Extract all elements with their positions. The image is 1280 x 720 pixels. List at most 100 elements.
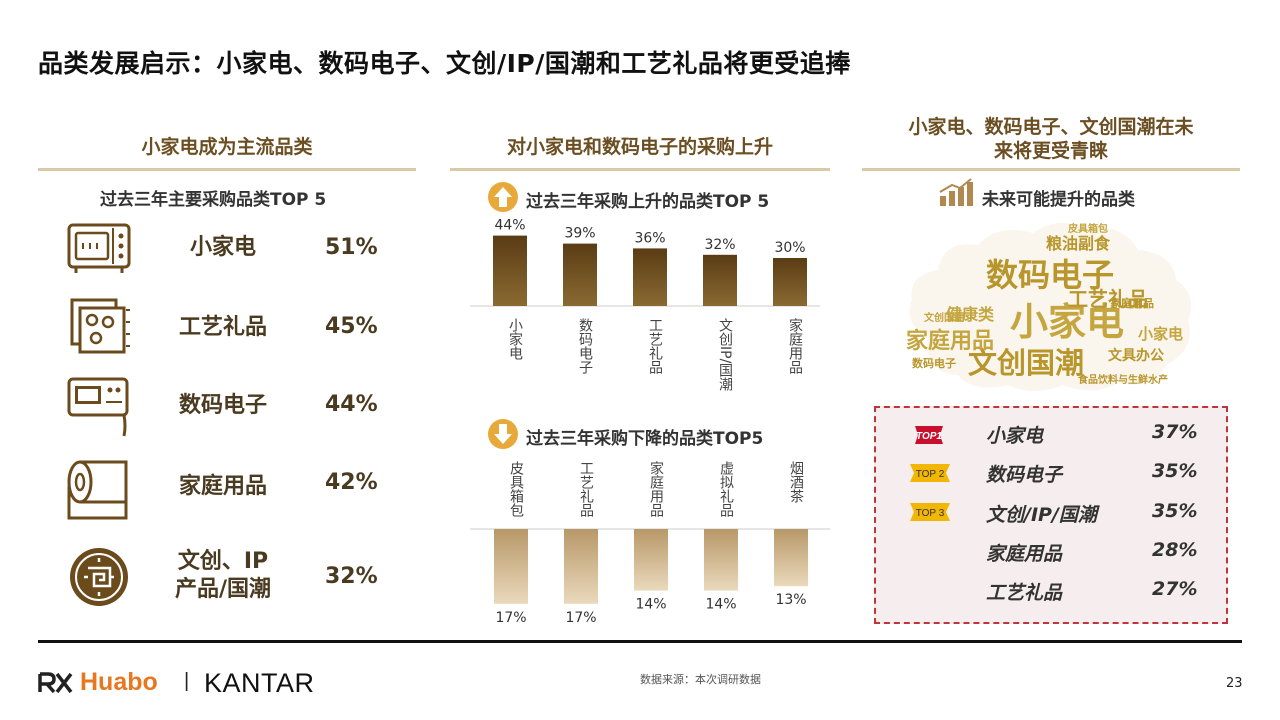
page-title: 品类发展启示：小家电、数码电子、文创/IP/国潮和工艺礼品将更受追捧 — [38, 49, 851, 78]
down-bar-value-label: 14% — [705, 597, 736, 613]
right-heading-line2: 来将更受青睐 — [993, 140, 1108, 162]
category-name: 数码电子 — [178, 393, 267, 418]
right-heading: 小家电、数码电子、文创国潮在未 来将更受青睐 — [862, 115, 1240, 163]
top3-badge-text: TOP 3 — [916, 508, 945, 519]
cloud-word: 文创国潮 — [968, 346, 1085, 380]
up-category-label: 工艺礼品 — [647, 318, 663, 374]
arrow-up-icon — [488, 182, 518, 212]
cloud-word: 文具办公 — [1108, 348, 1164, 364]
right-subheading: 未来可能提升的品类 — [982, 190, 1135, 210]
up-category-label: 数码电子 — [577, 318, 593, 374]
cloud-word: 数码电子 — [912, 357, 956, 370]
down-category-label: 家庭用品 — [648, 460, 664, 517]
cloud-word: 小家电 — [1138, 325, 1184, 343]
down-category-label: 虚拟礼品 — [718, 461, 734, 517]
left-subheading: 过去三年主要采购品类TOP 5 — [100, 190, 327, 210]
right-divider — [862, 168, 1240, 171]
category-name: 小家电 — [189, 235, 256, 260]
up-category-label: 文创IP/国潮 — [717, 318, 733, 393]
footer-divider — [38, 640, 1242, 643]
right-heading-line1: 小家电、数码电子、文创国潮在未 — [908, 116, 1194, 138]
down-category-label: 烟酒茶 — [788, 461, 804, 503]
down-bar-chart: 17% 皮具箱包 17% 工艺礼品 14% 家庭用品 14% 虚拟礼品 13% 烟酒茶 — [470, 460, 830, 626]
up-bar — [493, 235, 527, 306]
rank-pct: 27% — [1152, 578, 1198, 600]
up-category-label: 家庭用品 — [787, 317, 803, 374]
cloud-shape — [909, 222, 1192, 391]
digital-device-icon — [67, 377, 129, 437]
up-bar-chart: 44% 小家电 39% 数码电子 36% 工艺礼品 32% 文创IP/国潮 30% 家庭用品 — [470, 218, 820, 393]
category-name-line1: 文创、IP — [177, 549, 269, 574]
rank-name: 工艺礼品 — [986, 582, 1063, 604]
up-bar-value-label: 36% — [634, 230, 665, 246]
top1-badge-text: TOP1 — [916, 431, 942, 442]
down-bar — [774, 529, 808, 587]
down-category-label: 皮具箱包 — [508, 461, 524, 517]
paper-roll-icon — [67, 460, 128, 520]
page-number: 23 — [1226, 676, 1243, 691]
rank-name: 家庭用品 — [986, 543, 1063, 565]
rank-name: 小家电 — [986, 425, 1044, 447]
up-bar — [633, 248, 667, 306]
rank-pct: 35% — [1152, 500, 1198, 522]
rank-pct: 35% — [1152, 460, 1198, 482]
category-name: 家庭用品 — [178, 474, 267, 499]
data-source: 数据来源：本次调研数据 — [640, 673, 761, 686]
down-category-label: 工艺礼品 — [578, 461, 594, 517]
rank-name: 数码电子 — [986, 464, 1063, 486]
brand-divider: | — [184, 670, 190, 692]
category-pct: 32% — [325, 564, 378, 589]
middle-heading: 对小家电和数码电子的采购上升 — [506, 136, 773, 158]
cloud-word: 粮油副食 — [1046, 234, 1111, 253]
word-cloud: 数码电子 小家电 文创国潮 家庭用品 工艺礼品 粮油副食 健康类 文具办公 小家… — [898, 215, 1198, 395]
cloud-word: 家庭用品 — [1110, 297, 1154, 310]
cloud-word: 小家电 — [1010, 300, 1125, 344]
cloud-word: 食品饮料与生鲜水产 — [1078, 375, 1168, 386]
middle-divider — [450, 168, 830, 171]
cloud-word: 家庭用品 — [906, 329, 995, 354]
top2-badge-text: TOP 2 — [916, 469, 945, 480]
down-bar-value-label: 17% — [565, 610, 596, 626]
category-pct: 45% — [325, 314, 378, 339]
up-bar — [563, 243, 597, 306]
up-category-label: 小家电 — [507, 318, 523, 360]
up-chart-title: 过去三年采购上升的品类TOP 5 — [526, 192, 770, 212]
down-bar-value-label: 14% — [635, 597, 666, 613]
rx-logo-icon — [38, 672, 73, 694]
growth-chart-icon — [939, 178, 973, 206]
down-bar — [634, 529, 668, 591]
microwave-icon — [67, 223, 131, 273]
up-bar-value-label: 39% — [564, 226, 595, 242]
down-bar — [494, 529, 528, 604]
chinese-pattern-icon — [70, 548, 128, 606]
up-bar — [773, 258, 807, 306]
up-bar-value-label: 32% — [704, 237, 735, 253]
cloud-word: 皮具箱包 — [1068, 224, 1108, 235]
cloud-word: 健康类 — [946, 305, 995, 324]
category-pct: 44% — [325, 392, 378, 417]
rank-name: 文创/IP/国潮 — [986, 504, 1097, 526]
category-name: 工艺礼品 — [178, 315, 267, 340]
left-heading: 小家电成为主流品类 — [141, 136, 313, 158]
huabo-logo: Huabo — [80, 668, 158, 696]
down-bar-value-label: 13% — [775, 592, 806, 608]
left-divider — [38, 168, 416, 171]
arrow-down-icon — [488, 419, 518, 449]
cloud-word: 文创国潮 — [924, 313, 964, 324]
cloud-word: 工艺礼品 — [1068, 287, 1148, 311]
down-chart-title: 过去三年采购下降的品类TOP5 — [526, 429, 764, 449]
category-pct: 42% — [325, 470, 378, 495]
down-bar — [564, 529, 598, 604]
up-bar — [703, 254, 737, 306]
category-name-line2: 产品/国潮 — [174, 577, 272, 602]
down-bar — [704, 529, 738, 591]
craft-gift-icon — [70, 298, 130, 354]
up-bar-value-label: 30% — [774, 240, 805, 256]
top3-badge: TOP 3 — [910, 503, 950, 521]
category-pct: 51% — [325, 235, 378, 260]
cloud-word: 数码电子 — [986, 256, 1115, 294]
rank-pct: 37% — [1152, 421, 1198, 443]
top1-badge: TOP1 — [915, 426, 943, 444]
down-bar-value-label: 17% — [495, 610, 526, 626]
rank-pct: 28% — [1152, 539, 1198, 561]
